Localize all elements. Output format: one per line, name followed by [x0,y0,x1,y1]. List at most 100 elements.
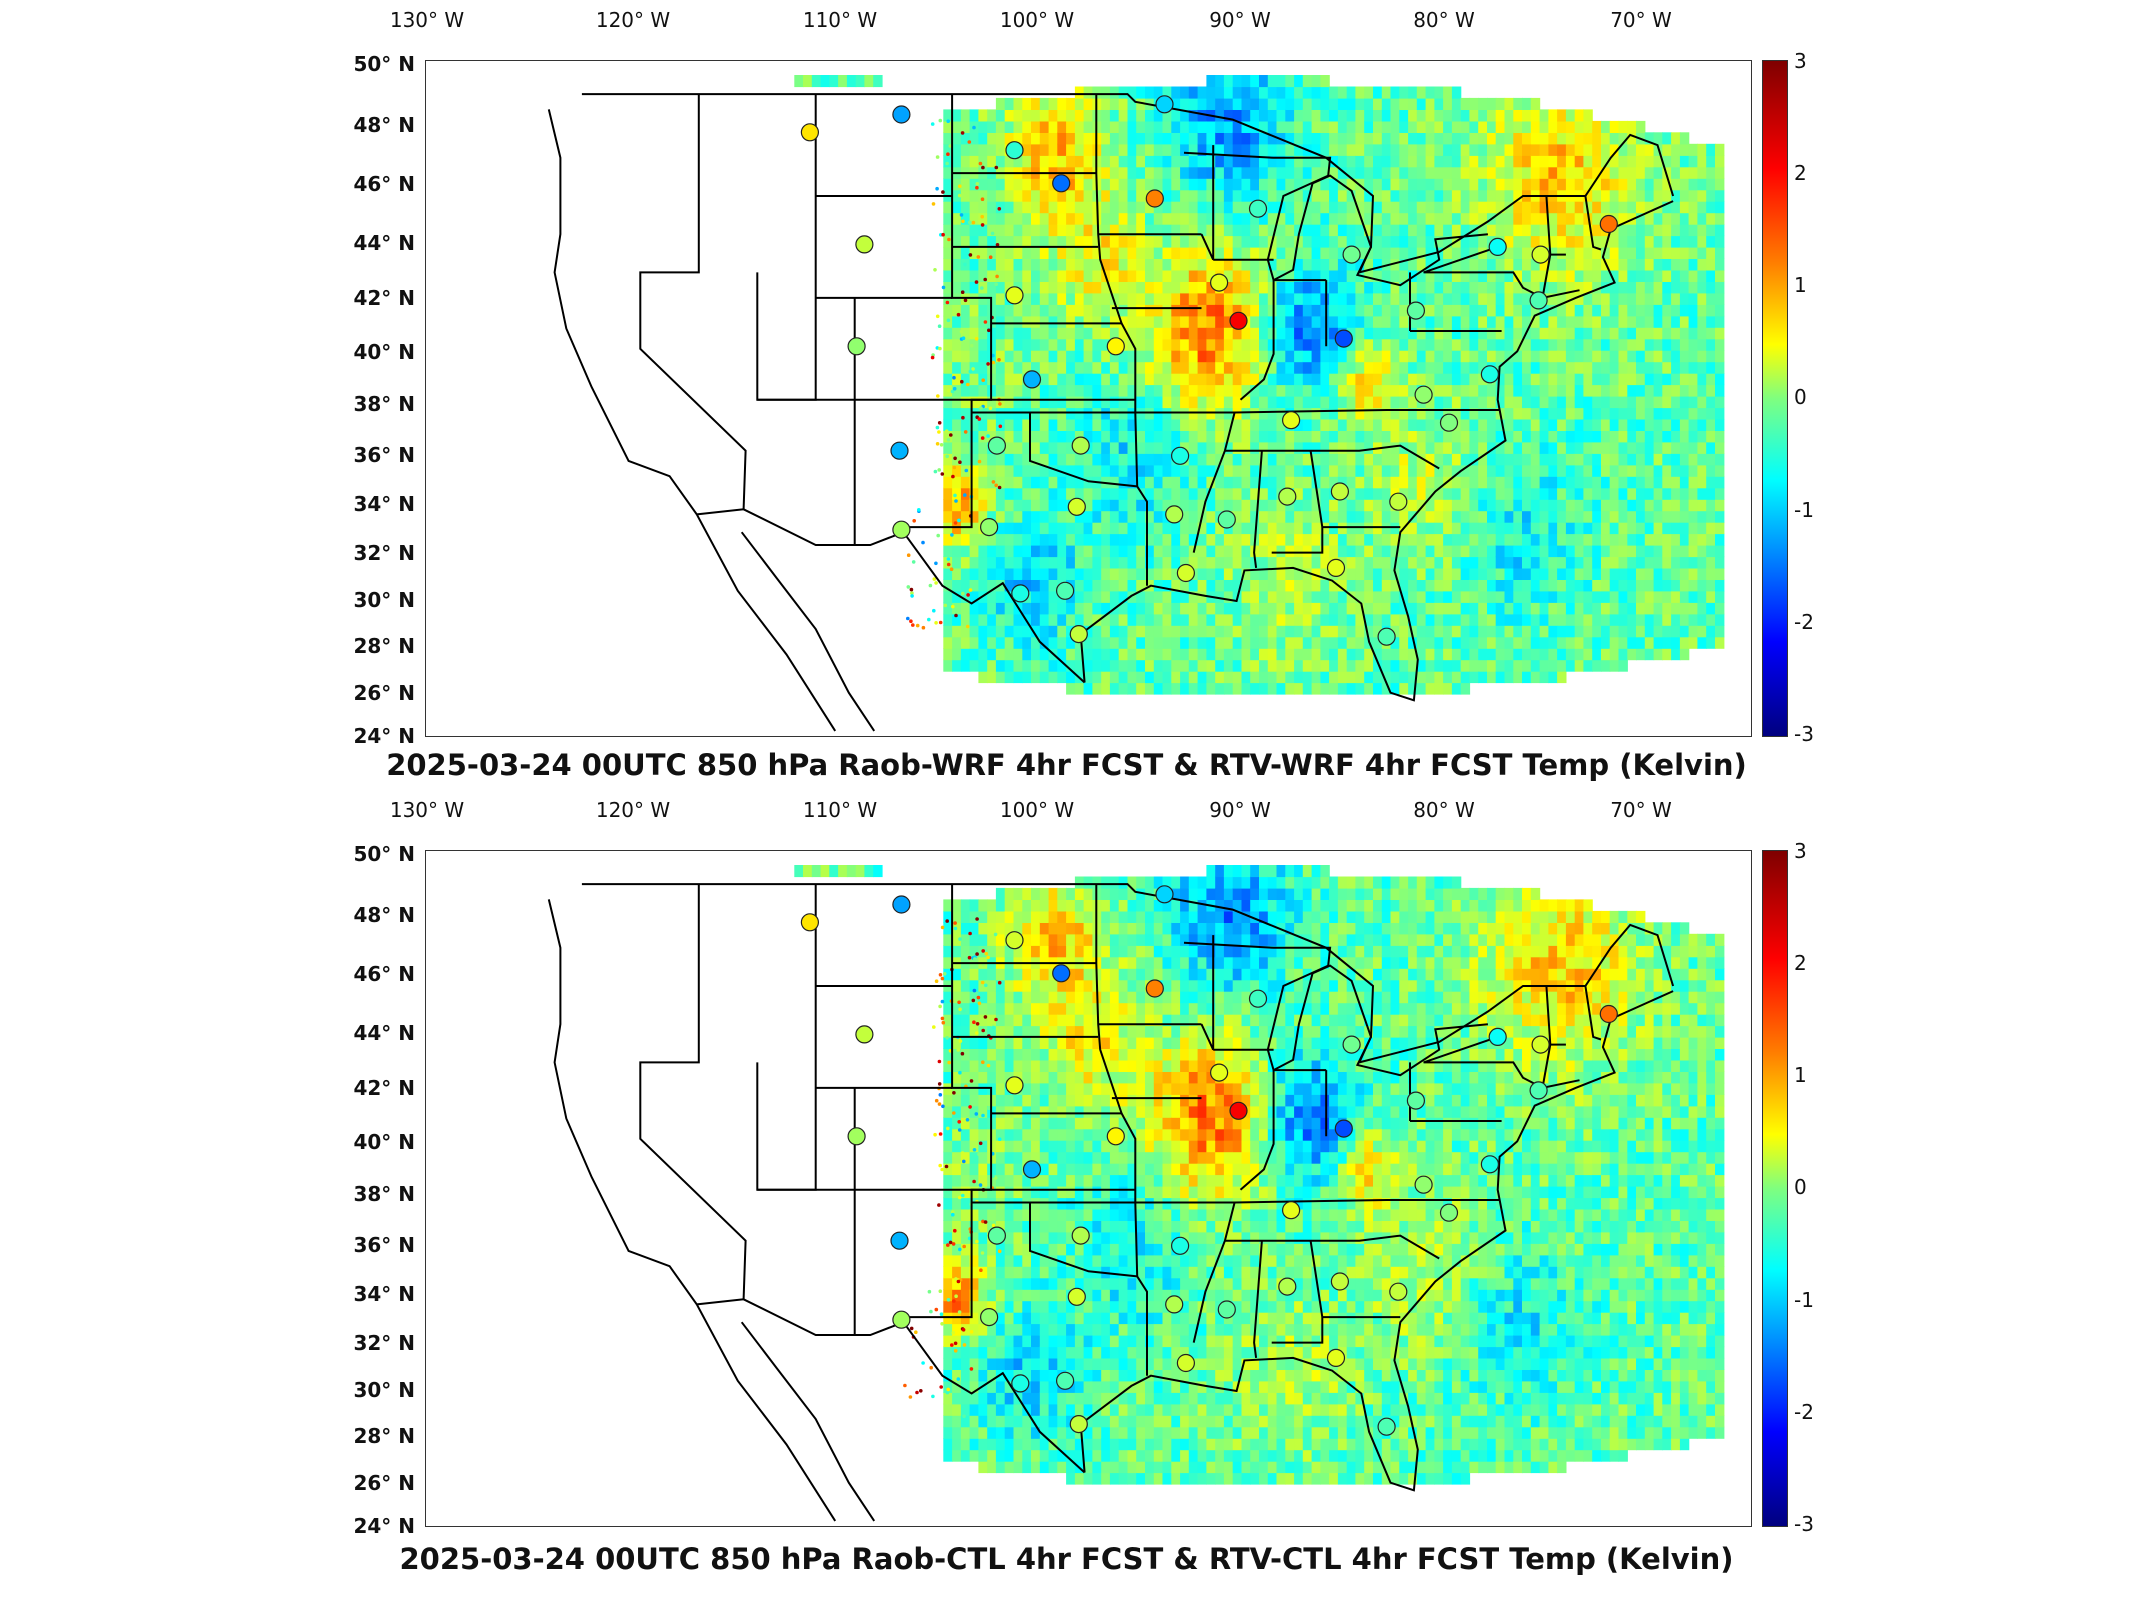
station-marker [1011,584,1030,603]
station-marker [1531,1035,1550,1054]
station-marker [1229,311,1248,330]
lat-label: 42° N [353,1076,415,1100]
station-marker [800,913,819,932]
station-marker [1022,1160,1042,1179]
map-canvas [547,865,1725,1522]
panel-top: 130° W 120° W 110° W 100° W 90° W 80° W … [0,0,2133,790]
lat-label: 24° N [353,724,415,748]
station-marker [847,1127,866,1146]
station-marker [1055,581,1075,600]
station-marker [1165,1295,1184,1314]
station-marker [1439,1203,1459,1222]
lon-label: 80° W [1413,798,1475,822]
lat-label: 40° N [353,340,415,364]
station-marker [1022,370,1042,389]
map-frame [425,60,1752,737]
map-frame [425,850,1752,1527]
lon-label: 100° W [999,8,1075,32]
lat-label: 44° N [353,231,415,255]
colorbar [1762,850,1788,1527]
station-marker [979,518,999,537]
station-marker [1248,199,1268,218]
lon-label: 130° W [389,798,465,822]
station-marker [1278,1277,1297,1296]
colorbar-tick: 1 [1794,273,1807,297]
raob-stations [800,885,1618,1436]
lon-label: 100° W [999,798,1075,822]
temperature-field [794,75,1725,695]
station-marker [1480,1155,1500,1174]
station-marker [1209,1063,1229,1082]
station-marker [1529,1081,1548,1100]
panel-title: 2025-03-24 00UTC 850 hPa Raob-CTL 4hr FC… [399,1542,1734,1576]
station-marker [1071,436,1090,455]
station-marker [1414,385,1433,404]
station-marker [1414,1175,1433,1194]
station-marker [1145,979,1164,998]
station-marker [979,1308,999,1327]
colorbar-tick: -2 [1794,1400,1814,1424]
colorbar-tick: -3 [1794,1512,1814,1536]
station-marker [892,520,911,539]
lon-label: 120° W [595,8,671,32]
colorbar-tick: -3 [1794,722,1814,746]
station-marker [1326,1348,1346,1367]
station-marker [1278,487,1297,506]
station-marker [1480,365,1500,384]
longitude-labels: 130° W 120° W 110° W 100° W 90° W 80° W … [0,798,2133,828]
lat-label: 28° N [353,634,415,658]
lon-label: 70° W [1610,798,1672,822]
station-marker [1106,1127,1125,1146]
station-marker [1071,1226,1090,1245]
lat-label: 36° N [353,443,415,467]
station-marker [1217,510,1236,529]
station-marker [1377,627,1396,646]
station-marker [855,235,874,254]
colorbar-tick: 0 [1794,1175,1807,1199]
station-marker [1406,301,1426,320]
station-marker [1531,245,1550,264]
station-marker [1326,558,1346,577]
station-marker [1155,885,1174,904]
temperature-field [794,865,1725,1485]
station-marker [1281,411,1301,430]
station-marker [987,1226,1007,1245]
longitude-labels: 130° W 120° W 110° W 100° W 90° W 80° W … [0,8,2133,38]
station-marker [1055,1371,1075,1390]
station-marker [1488,1027,1507,1046]
station-marker [1439,413,1459,432]
colorbar-tick: -1 [1794,1288,1814,1312]
colorbar-tick: 0 [1794,385,1807,409]
station-marker [987,436,1007,455]
station-marker [1069,1414,1088,1434]
station-marker [1248,989,1268,1008]
station-marker [1106,337,1125,356]
lat-label: 48° N [353,113,415,137]
lat-label: 38° N [353,1182,415,1206]
station-marker [1052,174,1071,193]
station-marker [1069,624,1088,644]
lat-label: 28° N [353,1424,415,1448]
station-marker [1529,291,1548,310]
station-marker [1165,505,1184,524]
station-marker [892,895,911,914]
colorbar-tick: 1 [1794,1063,1807,1087]
colorbar-tick: 3 [1794,49,1807,73]
lat-label: 34° N [353,1282,415,1306]
station-marker [1155,95,1174,114]
station-marker [1342,1035,1361,1054]
station-marker [1176,1353,1196,1373]
station-marker [890,441,909,460]
lat-label: 42° N [353,286,415,310]
lon-label: 110° W [802,798,878,822]
colorbar-tick: 3 [1794,839,1807,863]
lat-label: 40° N [353,1130,415,1154]
station-marker [1599,214,1618,234]
station-marker [1334,1119,1353,1138]
station-marker [1176,563,1196,583]
station-marker [1005,141,1024,160]
station-marker [1005,1076,1024,1095]
lon-label: 110° W [802,8,878,32]
lat-label: 30° N [353,588,415,612]
station-marker [1005,931,1024,950]
